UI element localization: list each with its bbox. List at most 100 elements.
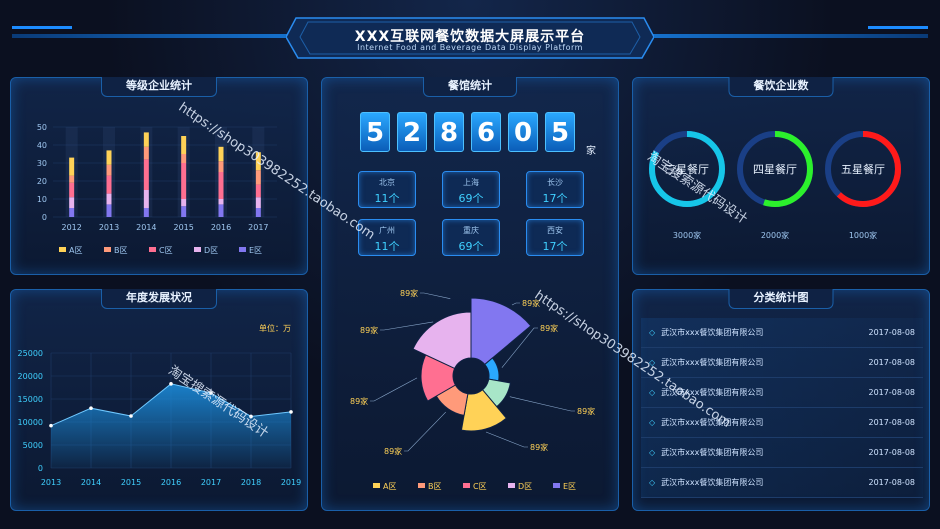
legend-label: E区: [563, 482, 576, 491]
label-leader: [404, 411, 446, 452]
diamond-icon: ◇: [649, 358, 656, 367]
legend-label: C区: [159, 246, 173, 255]
counter-digit: 8: [434, 112, 464, 152]
counter-digit: 5: [360, 112, 390, 152]
x-tick-label: 2018: [241, 478, 261, 487]
data-point: [249, 414, 253, 419]
x-tick-label: 2016: [161, 478, 181, 487]
city-value: 11个: [374, 240, 400, 253]
company-list: ◇ 武汉市xxx餐饮集团有限公司 2017-08-08 ◇ 武汉市xxx餐饮集团有限公…: [641, 318, 923, 498]
label-leader: [420, 292, 451, 300]
city-card-beijing[interactable]: 北京 11个: [358, 171, 416, 208]
year-area-chart: 单位：万 25000 20000 15000 10000 5000 0 2013 2014 201…: [18, 323, 302, 487]
city-card-chongqing[interactable]: 重庆 69个: [442, 219, 500, 256]
legend-swatch: [104, 247, 111, 252]
ring-label: 五星餐厅: [841, 162, 885, 176]
year-panel: 年度发展状况 单位：万 25000 20000 15000 10000 5000 0 2013…: [10, 289, 308, 511]
slice-label: 89家: [530, 442, 548, 452]
year-panel-title: 年度发展状况: [101, 289, 217, 309]
legend-swatch: [508, 483, 515, 488]
x-tick-label: 2019: [281, 478, 301, 487]
y-tick-label: 50: [37, 123, 47, 132]
slice-label: 89家: [350, 396, 368, 406]
bar-segment: [143, 146, 149, 160]
legend-label: C区: [473, 482, 487, 491]
enterprise-count-title: 餐饮企业数: [728, 77, 834, 97]
counter-digit: 2: [397, 112, 427, 152]
city-card-shanghai[interactable]: 上海 69个: [442, 171, 500, 208]
legend-swatch: [418, 483, 425, 488]
company-name: 武汉市xxx餐饮集团有限公司: [661, 448, 764, 457]
bar-segment: [106, 175, 112, 194]
data-point: [49, 423, 53, 428]
ring-progress: [825, 131, 901, 207]
data-point: [289, 410, 293, 414]
ring-label: 三星餐厅: [665, 162, 709, 176]
slice-label: 89家: [540, 323, 558, 333]
rose-slice: [412, 311, 472, 370]
bar-segment: [255, 197, 261, 208]
bar-segment: [255, 184, 261, 198]
list-item[interactable]: ◇ 武汉市xxx餐饮集团有限公司 2017-08-08: [641, 348, 923, 378]
y-tick-label: 10: [37, 195, 47, 204]
city-grid: 北京 11个 上海 69个 长沙 17个 广州 11个 重庆 69个 西安 17…: [358, 171, 584, 256]
rose-pie-chart: 89家 89家 89家 89家 89家 89家 89家 89家 A区 B区 C区 D区 E区: [350, 288, 595, 491]
bar-segment: [143, 159, 149, 190]
x-tick-label: 2016: [211, 223, 231, 232]
label-leader: [370, 377, 418, 402]
bar-segment: [69, 175, 75, 183]
company-name: 武汉市xxx餐饮集团有限公司: [661, 328, 764, 337]
legend-swatch: [463, 483, 470, 488]
y-tick-label: 20: [37, 177, 47, 186]
unit-label: 单位：万: [259, 323, 291, 333]
diamond-icon: ◇: [649, 328, 656, 337]
company-date: 2017-08-08: [868, 328, 916, 337]
list-item[interactable]: ◇ 武汉市xxx餐饮集团有限公司 2017-08-08: [641, 468, 923, 498]
bar-segment: [69, 182, 75, 198]
page-title: XXX互联网餐饮数据大屏展示平台: [354, 29, 586, 45]
list-item[interactable]: ◇ 武汉市xxx餐饮集团有限公司 2017-08-08: [641, 378, 923, 408]
bar-segment: [106, 150, 112, 165]
city-card-xian[interactable]: 西安 17个: [526, 219, 584, 256]
bar-segment: [181, 163, 187, 199]
list-item[interactable]: ◇ 武汉市xxx餐饮集团有限公司 2017-08-08: [641, 438, 923, 468]
list-item[interactable]: ◇ 武汉市xxx餐饮集团有限公司 2017-08-08: [641, 408, 923, 438]
city-card-changsha[interactable]: 长沙 17个: [526, 171, 584, 208]
city-value: 17个: [542, 240, 568, 253]
legend-swatch: [239, 247, 246, 252]
area-fill: [51, 383, 291, 468]
ring-value: 1000家: [849, 230, 877, 240]
level-panel-title: 等级企业统计: [101, 77, 217, 97]
city-name: 重庆: [463, 226, 479, 235]
list-item[interactable]: ◇ 武汉市xxx餐饮集团有限公司 2017-08-08: [641, 318, 923, 348]
company-name: 武汉市xxx餐饮集团有限公司: [661, 478, 764, 487]
y-tick-label: 20000: [18, 372, 43, 381]
y-tick-label: 40: [37, 141, 47, 150]
city-card-guangzhou[interactable]: 广州 11个: [358, 219, 416, 256]
label-leader: [485, 431, 528, 448]
data-point: [129, 414, 133, 418]
slice-label: 89家: [384, 446, 402, 456]
y-tick-label: 15000: [18, 395, 43, 404]
title-box: XXX互联网餐饮数据大屏展示平台 Internet Food and Bever…: [286, 14, 654, 60]
legend-label: D区: [204, 246, 218, 255]
x-tick-label: 2015: [173, 223, 193, 232]
city-name: 北京: [379, 178, 395, 187]
slice-label: 89家: [522, 298, 540, 308]
x-tick-label: 2017: [201, 478, 221, 487]
classify-panel-title: 分类统计图: [728, 289, 834, 309]
legend-label: A区: [383, 482, 396, 491]
bar-segment: [218, 204, 224, 217]
x-tick-label: 2017: [248, 223, 268, 232]
restaurant-counter: 5 2 8 6 0 5: [360, 112, 575, 152]
restaurant-panel-title: 餐馆统计: [423, 77, 517, 97]
counter-digit: 0: [508, 112, 538, 152]
y-tick-label: 0: [38, 464, 43, 473]
diamond-icon: ◇: [649, 478, 656, 487]
city-name: 广州: [379, 226, 395, 235]
label-leader: [509, 396, 575, 412]
legend-label: B区: [428, 482, 442, 491]
ring-value: 3000家: [673, 230, 701, 240]
bar-segment: [181, 154, 187, 163]
city-value: 69个: [458, 240, 484, 253]
